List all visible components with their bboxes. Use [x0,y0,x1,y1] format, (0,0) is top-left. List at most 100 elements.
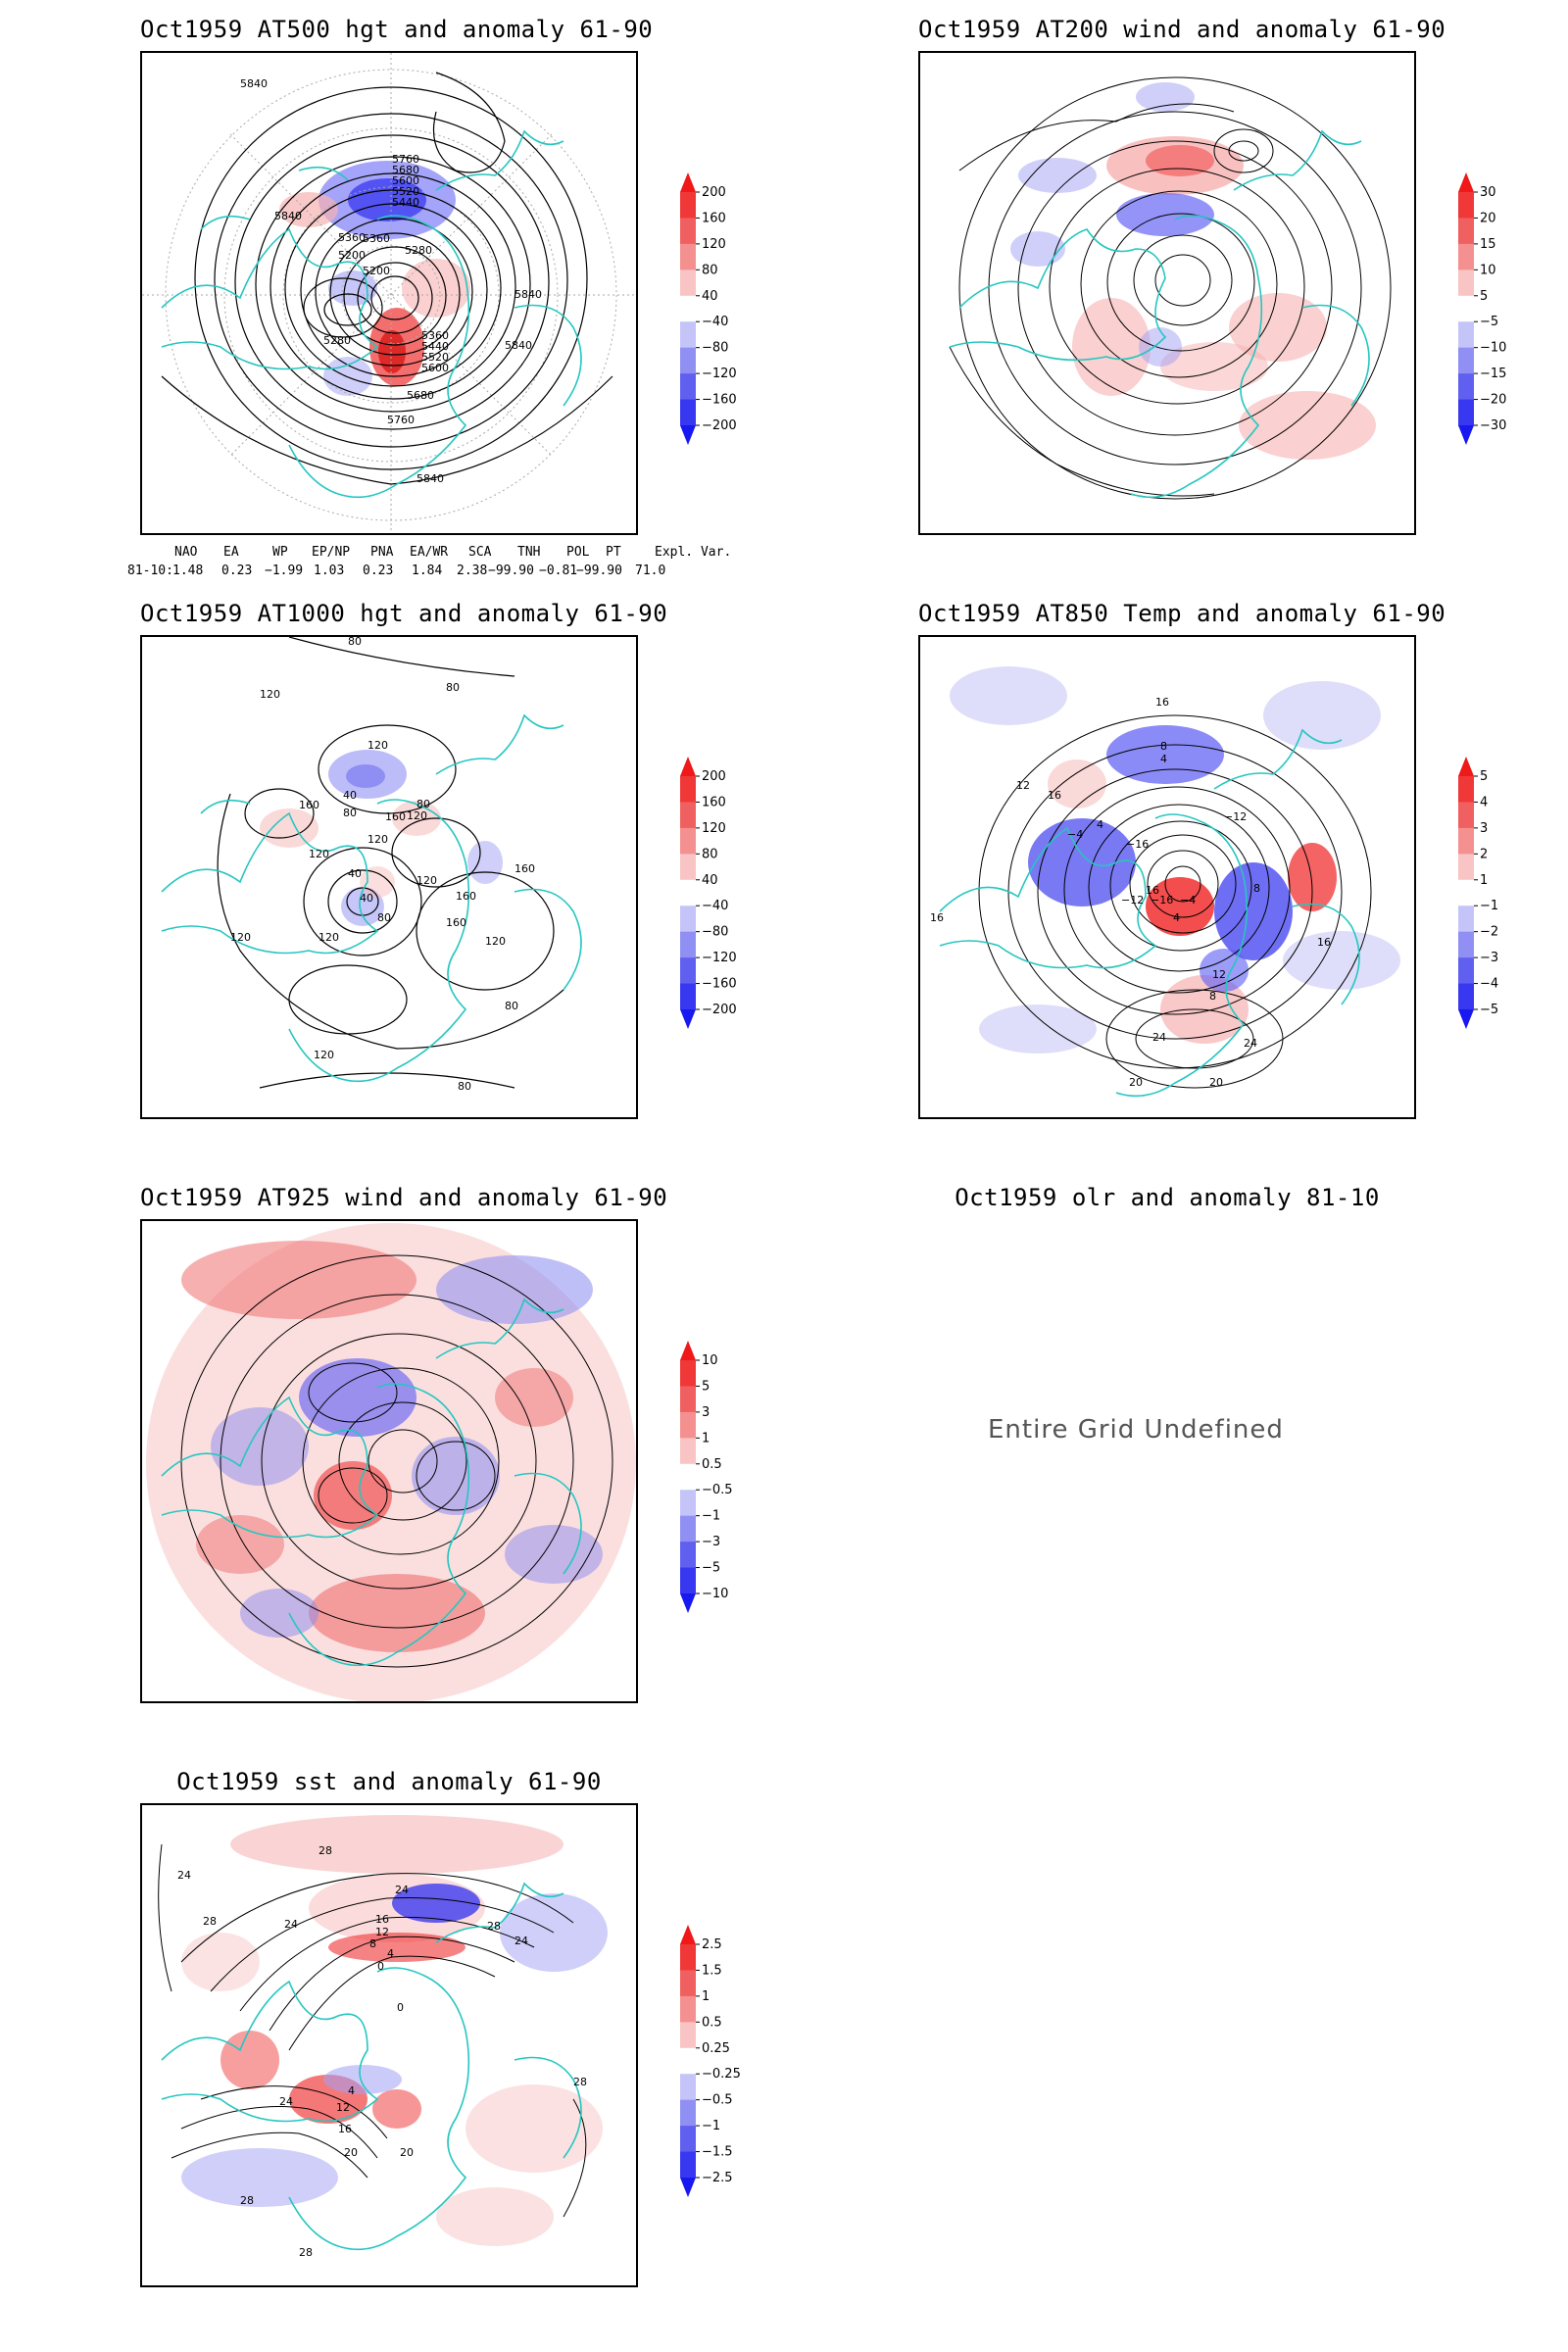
tc-header: Expl. Var. [655,545,732,560]
map-at200 [918,51,1416,535]
contour-label: 28 [318,1844,332,1857]
colorbar-tick-label: 40 [702,873,718,888]
colorbar-tick-label: 200 [702,769,726,784]
colorbar-tick-label: −10 [702,1587,728,1601]
map-at1000-canvas: 80 80 120 120 160 40 160 80 120 80 120 1… [161,637,582,1093]
colorbar-tick-label: 120 [702,821,726,836]
colorbar-segment [680,827,696,855]
contour-label: 5840 [240,77,268,90]
contour-label: 160 [446,916,466,929]
colorbar-tick-label: 3 [1480,821,1488,836]
contour-label: 80 [458,1080,471,1093]
tc-value: 1.48 [172,564,204,578]
contour-label: 5200 [338,249,366,262]
contour-label: 160 [456,890,476,903]
colorbar-segment [1458,321,1474,349]
colorbar-tick-label: −1.5 [702,2145,733,2160]
colorbar-tick-label: 5 [702,1379,710,1394]
contour-label: 4 [1097,818,1103,831]
tc-header: POL [566,545,590,560]
colorbar-tick-label: 1.5 [702,1963,722,1978]
colorbar-at850: 5 4 3 2 1 −1 −2 −3 −4 −5 [1454,757,1543,1029]
tc-value: 71.0 [635,564,666,578]
colorbar-segment [680,854,696,881]
contour-label: 5840 [416,472,444,485]
colorbar-tick-label: 1 [1480,873,1488,888]
colorbar-segment [680,1360,696,1387]
colorbar-tick-label: −0.5 [702,2093,733,2108]
colorbar-tick-label: −5 [1480,1003,1498,1017]
contour-label: 5360 [421,329,449,342]
panel-title-at500: Oct1959 AT500 hgt and anomaly 61-90 [140,16,654,43]
colorbar-tick-label: −0.5 [702,1483,733,1497]
contour-label: 120 [407,809,427,822]
contour-label: 5840 [274,210,302,222]
tc-header: SCA [468,545,492,560]
colorbar-top-arrow [1458,172,1474,192]
contour-label: 160 [299,799,319,811]
contour-label: 5840 [514,288,542,301]
colorbar-tick-label: −80 [702,341,728,356]
contour-label: 24 [177,1869,191,1882]
colorbar-tick-label: −3 [702,1535,720,1549]
contour-label: 28 [487,1920,501,1933]
contour-label: 28 [203,1915,217,1928]
contour-label: 5760 [387,414,415,426]
colorbar-segment [680,776,696,803]
colorbar-tick-label: −2.5 [702,2171,733,2185]
colorbar-segment [1458,218,1474,245]
tc-value: −99.90 [488,564,534,578]
tc-header: EP/NP [312,545,351,560]
contour-label: 4 [1160,753,1167,765]
tc-header: TNH [517,545,541,560]
contour-label: 12 [336,2101,350,2114]
colorbar-segment [680,373,696,401]
contour-label: 5600 [392,174,419,187]
colorbar-segment [680,2151,696,2179]
contour-label: 20 [1209,1076,1223,1089]
tc-header: EA [223,545,239,560]
colorbar-segment [1458,802,1474,829]
contour-label: 120 [368,833,388,846]
contour-label: 5440 [421,340,449,353]
colorbar-tick-label: −15 [1480,367,1506,381]
colorbar-tick-label: 120 [702,237,726,252]
colorbar-tick-label: −30 [1480,418,1506,433]
colorbar-segment [1458,931,1474,958]
contour-label: 120 [314,1049,334,1061]
contour-label: 28 [573,2076,587,2088]
contour-label: −12 [1224,810,1247,823]
contour-label: 8 [1209,990,1216,1003]
contour-label: 80 [343,807,357,819]
colorbar-tick-label: 0.25 [702,2041,730,2056]
contour-label: −16 [1151,894,1173,906]
map-sst-canvas: 24 28 24 28 24 16 12 28 24 8 4 0 0 4 12 … [158,1815,608,2259]
panel-title-at850: Oct1959 AT850 Temp and anomaly 61-90 [918,600,1446,627]
colorbar-at500: 200 160 120 80 40 −40 −80 −120 −160 −200 [676,172,764,445]
contour-label: 24 [395,1884,409,1896]
colorbar-sst: 2.5 1.5 1 0.5 0.25 −0.25 −0.5 −1 −1.5 −2.5 [676,1925,764,2197]
colorbar-tick-label: −160 [702,393,737,408]
colorbar-top-arrow [680,757,696,776]
colorbar-tick-label: −10 [1480,341,1506,356]
tc-value: −99.90 [576,564,622,578]
colorbar-segment [680,347,696,374]
colorbar-segment [680,2074,696,2101]
colorbar-segment [680,983,696,1010]
colorbar-tick-label: 80 [702,263,718,277]
colorbar-segment [680,1386,696,1413]
tc-value: −0.81 [539,564,578,578]
colorbar-tick-label: −200 [702,1003,737,1017]
tc-value: 2.38 [457,564,488,578]
contour-label: 24 [1152,1031,1166,1044]
colorbar-segment [680,321,696,349]
colorbar-segment [1458,192,1474,219]
colorbar-segment [680,2099,696,2127]
contour-label: 5680 [392,164,419,176]
colorbar-segment [680,1490,696,1517]
colorbar-top-arrow [680,1341,696,1360]
contour-label: 120 [309,848,329,860]
contour-label: 12 [1212,968,1226,981]
colorbar-segment [680,243,696,270]
contour-label: 20 [400,2146,414,2159]
